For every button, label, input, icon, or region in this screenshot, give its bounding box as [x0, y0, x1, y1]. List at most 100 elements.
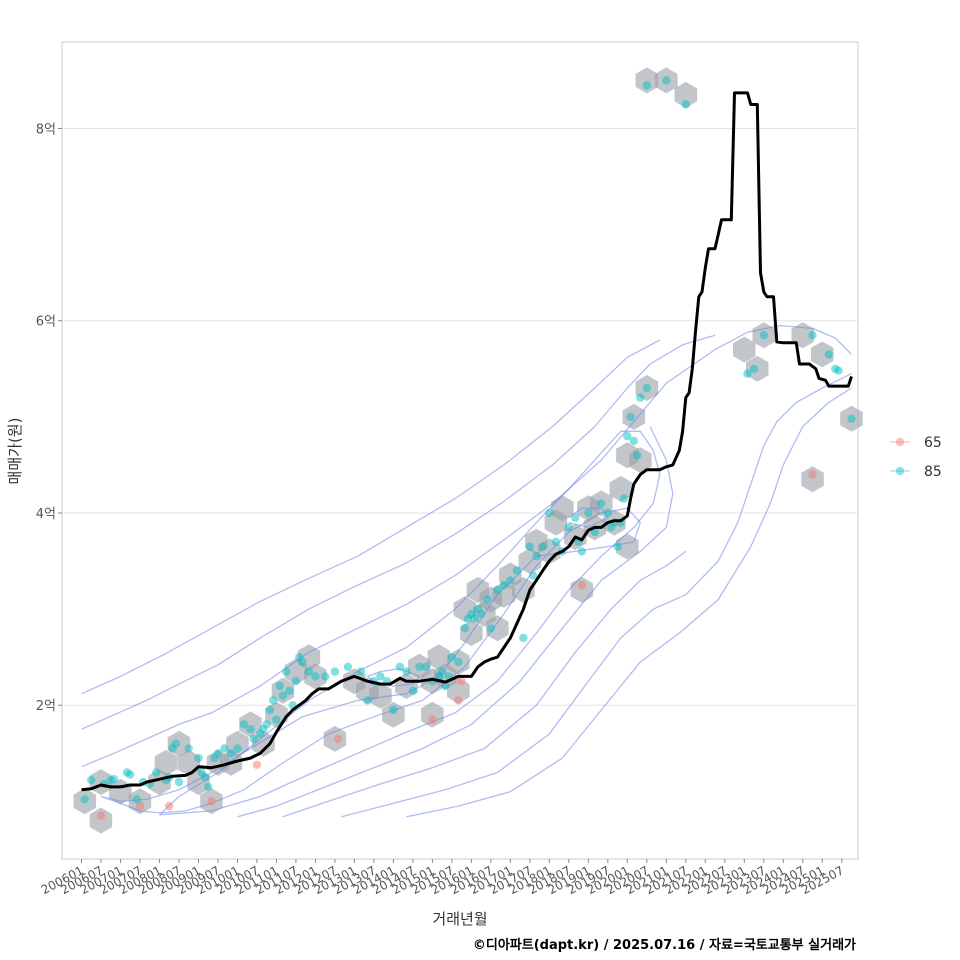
point-85 — [642, 81, 651, 90]
point-85 — [408, 686, 418, 695]
contour-line — [341, 373, 852, 818]
point-65 — [252, 760, 262, 769]
y-tick-label: 4억 — [36, 507, 56, 522]
point-85 — [249, 734, 258, 744]
point-85 — [577, 547, 586, 556]
point-65 — [135, 801, 145, 811]
point-85 — [538, 542, 547, 551]
point-85 — [824, 350, 833, 359]
point-65 — [457, 677, 466, 686]
contour-line — [237, 426, 674, 818]
point-85 — [519, 633, 528, 643]
legend-key-point — [895, 437, 905, 447]
contour-line — [406, 387, 852, 818]
point-85 — [152, 768, 161, 777]
legend: 65 85 — [890, 435, 942, 480]
point-85 — [291, 677, 301, 686]
contour-line — [81, 334, 716, 730]
point-85 — [204, 782, 213, 792]
point-85 — [213, 749, 223, 758]
point-85 — [808, 331, 817, 340]
point-85 — [298, 657, 307, 667]
hex-bin — [486, 615, 509, 642]
x-axis-title: 거래년월 — [432, 910, 487, 928]
point-85 — [483, 595, 492, 604]
point-85 — [402, 667, 411, 676]
point-85 — [834, 366, 843, 375]
point-85 — [681, 100, 690, 109]
point-65 — [334, 734, 343, 744]
point-85 — [597, 499, 606, 508]
point-85 — [304, 667, 314, 676]
point-85 — [532, 552, 541, 561]
point-85 — [275, 681, 284, 691]
point-85 — [200, 773, 210, 782]
point-85 — [551, 537, 560, 546]
point-85 — [629, 436, 638, 446]
point-85 — [528, 571, 538, 580]
point-85 — [343, 662, 353, 671]
point-85 — [269, 696, 278, 705]
point-65 — [577, 580, 586, 590]
point-65 — [165, 801, 174, 811]
point-85 — [226, 749, 236, 758]
point-85 — [278, 691, 288, 700]
point-85 — [285, 686, 294, 695]
point-85 — [847, 414, 856, 423]
hex-bin — [811, 341, 834, 368]
point-85 — [437, 667, 447, 676]
point-85 — [642, 383, 651, 393]
point-85 — [376, 672, 385, 681]
point-85 — [282, 667, 291, 676]
point-85 — [493, 585, 502, 595]
point-85 — [454, 657, 463, 667]
point-85 — [363, 696, 372, 705]
plot-panel — [61, 41, 859, 860]
point-85 — [636, 393, 645, 402]
point-85 — [590, 528, 599, 537]
point-85 — [626, 412, 635, 422]
point-65 — [808, 470, 817, 479]
hex-bin — [427, 644, 451, 671]
point-85 — [564, 523, 573, 532]
point-85 — [184, 744, 193, 753]
point-65 — [454, 696, 463, 705]
source-caption: ©디아파트(dapt.kr) / 2025.07.16 / 자료=국토교통부 실… — [472, 938, 856, 953]
point-85 — [415, 662, 424, 671]
legend-label: 65 — [924, 435, 942, 451]
point-85 — [356, 667, 366, 676]
hex-bin — [635, 67, 659, 94]
point-85 — [447, 653, 457, 662]
hex-bin — [239, 711, 262, 738]
point-85 — [571, 513, 580, 522]
point-85 — [311, 672, 320, 681]
hex-bin — [89, 807, 113, 834]
x-axis: 2006012006072007012007072008012008072009… — [39, 859, 846, 897]
point-65 — [96, 811, 106, 820]
point-85 — [389, 705, 398, 715]
point-85 — [749, 364, 759, 373]
point-85 — [460, 624, 470, 633]
point-85 — [470, 614, 479, 623]
point-85 — [233, 744, 242, 753]
point-85 — [265, 705, 275, 715]
hex-bin — [369, 682, 392, 709]
point-85 — [109, 775, 119, 784]
point-85 — [441, 681, 450, 691]
point-85 — [272, 715, 281, 724]
trend-line — [81, 91, 853, 792]
point-85 — [476, 609, 486, 619]
point-85 — [512, 566, 522, 575]
contour-line — [282, 550, 687, 818]
point-85 — [623, 431, 632, 441]
point-85 — [506, 576, 515, 585]
y-tick-label: 2억 — [36, 699, 56, 714]
point-85 — [80, 795, 89, 804]
point-85 — [171, 739, 180, 748]
point-85 — [321, 672, 330, 681]
point-85 — [759, 331, 768, 340]
y-axis: 2억 4억 6억 8억 — [36, 123, 62, 714]
point-85 — [632, 451, 642, 460]
hex-bin — [421, 701, 444, 728]
point-85 — [499, 580, 509, 590]
